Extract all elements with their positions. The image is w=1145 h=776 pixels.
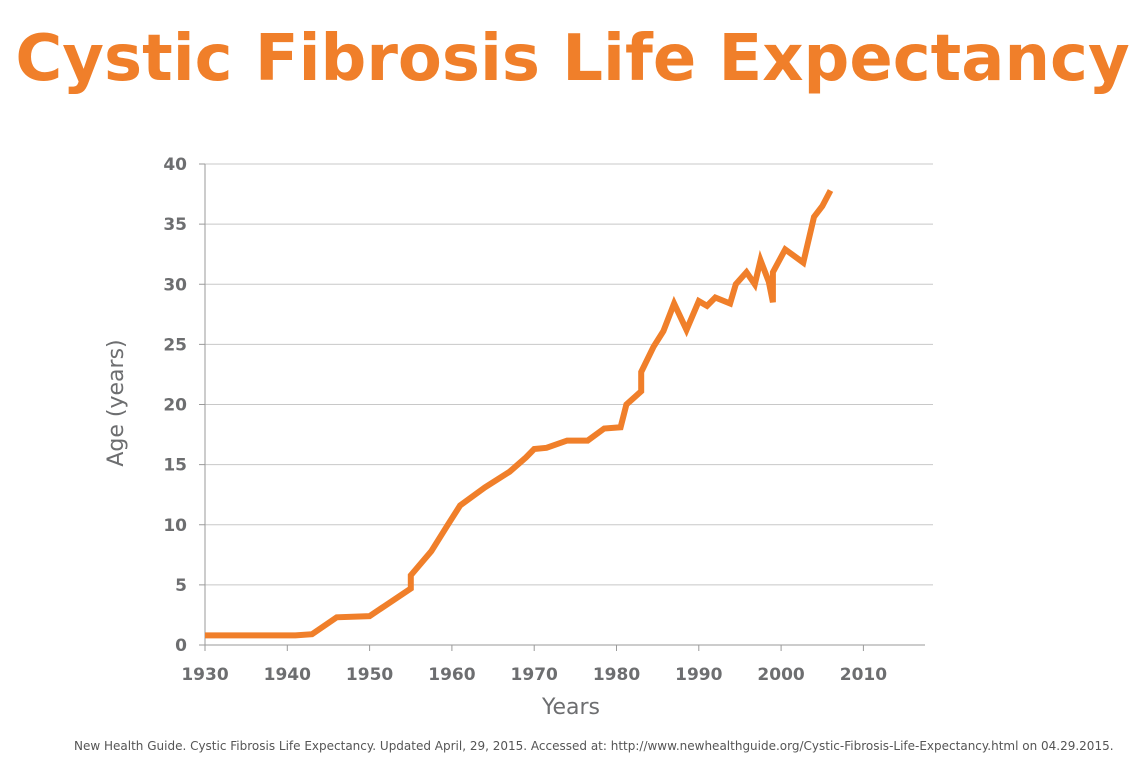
x-tick-label: 1980 [593,665,640,685]
x-tick-label: 1990 [675,665,722,685]
y-tick-label: 5 [175,576,187,596]
x-tick-label: 1940 [264,665,311,685]
y-tick-label: 25 [163,335,187,355]
life-expectancy-line [205,189,834,639]
y-axis-label: Age (years) [104,339,129,466]
x-tick-label: 1960 [428,665,475,685]
y-tick-labels: 0 5 10 15 20 25 30 35 40 [163,155,205,656]
grid-lines [205,163,933,586]
source-citation: New Health Guide. Cystic Fibrosis Life E… [74,739,1114,753]
y-tick-label: 0 [175,636,187,656]
x-tick-label: 1950 [346,665,393,685]
x-axis-label: Years [541,695,600,720]
y-tick-label: 35 [163,215,187,235]
y-tick-label: 10 [163,516,187,536]
y-tick-label: 15 [163,456,187,476]
chart-title: Cystic Fibrosis Life Expectancy [15,22,1130,96]
x-tick-labels: 1930 1940 1950 1960 1970 1980 1990 2000 2010 [181,645,887,685]
x-tick-label: 2000 [757,665,804,685]
x-tick-label: 1930 [181,665,228,685]
y-tick-label: 30 [163,275,187,295]
y-tick-label: 40 [163,155,187,175]
x-tick-label: 1970 [511,665,558,685]
y-tick-label: 20 [163,396,187,416]
x-tick-label: 2010 [840,665,887,685]
